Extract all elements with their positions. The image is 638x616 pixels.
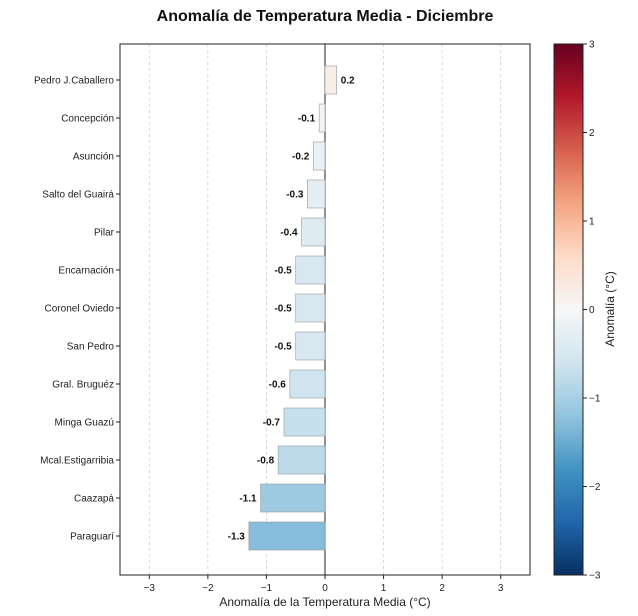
- colorbar-tick-label: 3: [589, 40, 595, 51]
- category-label: Asunción: [73, 152, 114, 163]
- category-label: Mcal.Estigarribia: [40, 456, 114, 467]
- category-label: Salto del Guairá: [42, 190, 114, 201]
- bar-value-label: -0.8: [257, 456, 275, 467]
- bar-value-label: -1.3: [228, 532, 246, 543]
- x-axis-ticks: −3 −2 −1 0 1 2 3: [144, 575, 504, 594]
- bar-value-label: -0.1: [298, 114, 316, 125]
- category-label: Pilar: [94, 228, 115, 239]
- category-label: Pedro J.Caballero: [34, 76, 114, 87]
- bar: [318, 103, 326, 133]
- plot-frame: [119, 43, 531, 576]
- colorbar-tick-label: −2: [589, 482, 601, 493]
- bar-value-label: -0.4: [280, 228, 298, 239]
- x-tick-label: −3: [144, 583, 156, 594]
- bar: [324, 65, 338, 95]
- x-tick-label: 0: [322, 583, 328, 594]
- colorbar-ticks: 3 2 1 0 −1 −2 −3: [583, 40, 601, 582]
- category-label: Encarnación: [58, 266, 114, 277]
- colorbar-tick-label: −1: [589, 394, 601, 405]
- bar: [301, 217, 326, 247]
- bar-value-label: -1.1: [239, 494, 257, 505]
- bar-value-label: -0.5: [274, 342, 292, 353]
- bar-value-label: 0.2: [341, 76, 355, 87]
- bar-value-label: -0.5: [274, 266, 292, 277]
- colorbar-tick-label: 0: [589, 305, 595, 316]
- colorbar-tick-label: 2: [589, 128, 595, 139]
- colorbar: [553, 43, 584, 576]
- category-label: San Pedro: [67, 342, 115, 353]
- x-tick-label: 1: [381, 583, 387, 594]
- bar: [283, 407, 326, 437]
- category-label: Concepción: [61, 114, 114, 125]
- x-tick-label: 3: [498, 583, 504, 594]
- bar: [277, 445, 326, 475]
- category-label: Minga Guazú: [55, 418, 114, 429]
- bar: [295, 255, 326, 285]
- bar: [260, 483, 326, 513]
- bar-value-label: -0.6: [269, 380, 287, 391]
- category-labels-group: Pedro J.Caballero Concepción Asunción Salto…: [34, 76, 120, 543]
- colorbar-tick-label: 1: [589, 217, 595, 228]
- bars-group: [248, 65, 338, 551]
- category-label: Paraguarí: [70, 532, 114, 543]
- x-axis-label: Anomalía de la Temperatura Media (°C): [219, 595, 430, 609]
- x-tick-label: −2: [202, 583, 214, 594]
- category-label: Caazapá: [74, 494, 114, 505]
- value-labels-group: 0.2 -0.1 -0.2 -0.3 -0.4 -0.5 -0.5 -0.5 -0.6 -0.7 -…: [228, 76, 355, 543]
- bar: [248, 521, 326, 551]
- bar-value-label: -0.3: [286, 190, 304, 201]
- x-tick-label: −1: [261, 583, 273, 594]
- colorbar-tick-label: −3: [589, 571, 601, 582]
- chart-title: Anomalía de Temperatura Media - Diciembr…: [157, 8, 494, 25]
- category-label: Gral. Bruguéz: [52, 380, 114, 391]
- bar-value-label: -0.2: [292, 152, 310, 163]
- bar: [295, 293, 326, 323]
- bar-value-label: -0.5: [274, 304, 292, 315]
- bar: [307, 179, 326, 209]
- bar: [295, 331, 326, 361]
- bar-value-label: -0.7: [263, 418, 281, 429]
- bar: [289, 369, 326, 399]
- colorbar-label: Anomalía (°C): [603, 271, 617, 347]
- bar: [312, 141, 326, 171]
- category-label: Coronel Oviedo: [45, 304, 115, 315]
- x-tick-label: 2: [439, 583, 445, 594]
